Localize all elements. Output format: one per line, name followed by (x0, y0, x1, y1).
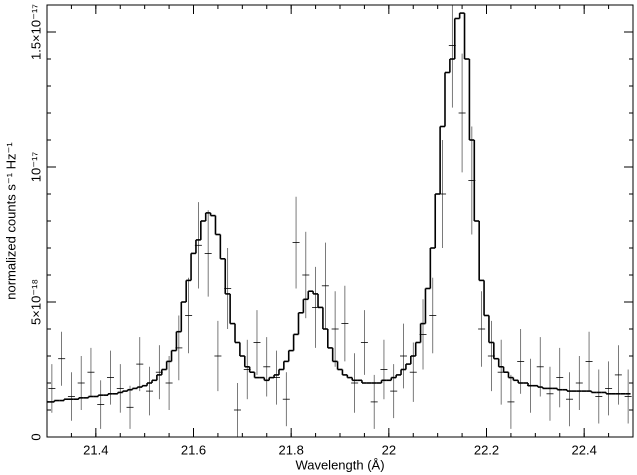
x-tick-label: 21.4 (83, 442, 108, 457)
y-tick-label: 5×10⁻¹⁸ (28, 279, 43, 325)
plot-frame (46, 4, 634, 438)
x-tick-label: 21.8 (279, 442, 304, 457)
x-tick-label: 22.2 (474, 442, 499, 457)
x-tick-label: 22 (382, 442, 396, 457)
plot-area (47, 5, 632, 437)
y-tick-label: 10⁻¹⁷ (28, 152, 43, 183)
x-axis-title: Wavelength (Å) (295, 457, 384, 472)
x-tick-label: 21.6 (181, 442, 206, 457)
y-tick-label: 1.5×10⁻¹⁷ (28, 4, 43, 60)
y-axis-title: normalized counts s⁻¹ Hz⁻¹ (3, 142, 18, 300)
y-tick-label: 0 (28, 433, 43, 440)
x-tick-label: 22.4 (572, 442, 597, 457)
